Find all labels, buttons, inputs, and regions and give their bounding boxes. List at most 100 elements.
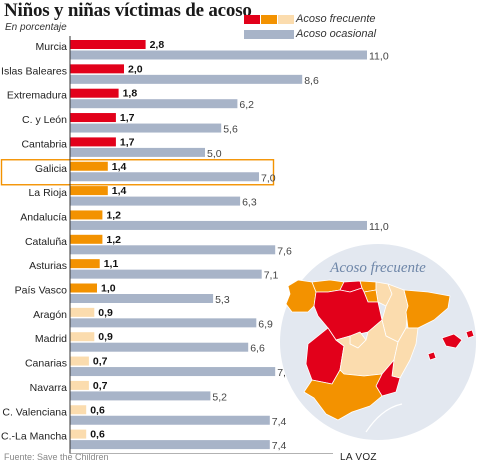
highlight-box [0,159,275,186]
bar-acoso-frecuente [70,88,119,98]
value-label-acoso-frecuente: 1,8 [123,88,138,100]
value-label-acoso-ocasional: 7,6 [277,245,292,257]
bar-acoso-ocasional [70,318,257,328]
chart-subtitle: En porcentaje [5,22,67,33]
bar-acoso-ocasional [70,367,276,377]
value-label-acoso-frecuente: 0,6 [90,404,105,416]
bar-acoso-frecuente [70,380,89,390]
bar-acoso-ocasional [70,269,262,279]
brand-label: LA VOZ [340,452,377,463]
category-label: Madrid [35,333,67,345]
category-label: Extremadura [7,90,67,102]
legend-swatch-ocasional [244,30,294,39]
region-baleares-menorca [465,329,475,339]
value-label-acoso-ocasional: 5,6 [223,124,238,136]
value-label-acoso-frecuente: 2,0 [128,63,143,75]
legend-swatch-frecuente-high [244,15,260,24]
bar-acoso-frecuente [70,332,95,342]
bar-acoso-ocasional [70,391,211,401]
category-label: C.-La Mancha [1,431,67,443]
category-label: Islas Baleares [1,65,67,77]
value-label-acoso-frecuente: 0,7 [93,356,108,368]
region-cataluna [403,289,451,329]
value-label-acoso-ocasional: 7,4 [272,440,287,452]
value-label-acoso-ocasional: 6,6 [250,343,265,355]
value-label-acoso-frecuente: 1,4 [112,161,127,173]
bar-acoso-ocasional [70,123,222,133]
category-label: Cantabria [21,138,67,150]
legend-swatch-frecuente-low [278,15,294,24]
value-label-acoso-ocasional: 8,6 [304,75,319,87]
bar-acoso-frecuente [70,234,103,244]
bar-acoso-ocasional [70,172,259,182]
category-label: Aragón [33,309,67,321]
region-baleares-ibiza [427,351,437,361]
category-label: C. Valenciana [2,406,67,418]
source-note: Fuente: Save the Children [4,452,109,462]
bar-acoso-ocasional [70,245,276,255]
bar-acoso-ocasional [70,99,238,109]
value-label-acoso-ocasional: 7,1 [264,270,279,282]
category-label: Canarias [25,358,67,370]
value-label-acoso-frecuente: 1,0 [101,283,116,295]
bar-acoso-frecuente [70,259,100,269]
bar-acoso-frecuente [70,210,103,220]
bar-acoso-ocasional [70,294,214,303]
value-label-acoso-ocasional: 5,0 [207,148,222,160]
bar-acoso-frecuente [70,283,97,293]
value-label-acoso-frecuente: 1,7 [120,112,135,124]
value-label-acoso-ocasional: 7,0 [261,172,276,184]
map-decorative-curve [365,403,403,433]
category-label: País Vasco [15,285,67,297]
region-galicia [285,279,317,313]
spain-map: Acoso frecuente [280,244,476,440]
bar-acoso-frecuente [70,64,124,74]
category-label: Cataluña [25,236,67,248]
value-label-acoso-frecuente: 1,1 [104,258,119,270]
chart-title: Niños y niñas víctimas de acoso [4,0,252,21]
value-label-acoso-frecuente: 0,6 [90,429,105,441]
value-label-acoso-ocasional: 5,2 [212,391,227,403]
value-label-acoso-ocasional: 5,3 [215,294,230,306]
value-label-acoso-frecuente: 0,9 [98,331,113,343]
bar-acoso-frecuente [70,186,108,196]
bar-acoso-ocasional [70,440,270,450]
legend-swatch-frecuente-mid [261,15,277,24]
bar-acoso-ocasional [70,147,205,157]
value-label-acoso-frecuente: 1,2 [106,234,121,246]
legend-label-frecuente: Acoso frecuente [296,13,376,25]
bar-acoso-frecuente [70,137,116,147]
value-label-acoso-ocasional: 6,9 [258,318,273,330]
value-label-acoso-frecuente: 1,7 [120,136,135,148]
region-andalucia [303,369,383,421]
value-label-acoso-ocasional: 6,3 [242,197,257,209]
bar-acoso-ocasional [70,415,270,425]
value-label-acoso-frecuente: 0,7 [93,380,108,392]
map-title: Acoso frecuente [329,260,426,276]
category-label: Andalucía [20,211,67,223]
bar-acoso-frecuente [70,356,89,366]
bar-acoso-frecuente [70,429,87,439]
bar-acoso-frecuente [70,113,116,123]
region-baleares-mallorca [441,333,463,349]
category-label: Galicia [35,163,67,175]
bar-acoso-ocasional [70,196,241,206]
category-label: Navarra [30,382,68,394]
bar-acoso-frecuente [70,40,146,49]
bar-acoso-ocasional [70,74,303,84]
bar-acoso-ocasional [70,342,249,352]
value-label-acoso-ocasional: 7,4 [272,416,287,428]
value-label-acoso-ocasional: 11,0 [369,221,389,233]
bar-acoso-frecuente [70,307,95,317]
value-label-acoso-frecuente: 0,9 [98,307,113,319]
category-label: La Rioja [28,187,67,199]
value-label-acoso-frecuente: 1,4 [112,185,127,197]
category-label: Murcia [35,41,67,53]
legend-label-ocasional: Acoso ocasional [296,28,377,40]
value-label-acoso-ocasional: 6,2 [239,99,254,111]
bar-acoso-frecuente [70,405,87,415]
category-label: Asturias [29,260,67,272]
bar-acoso-frecuente [70,161,108,171]
value-label-acoso-frecuente: 1,2 [106,209,121,221]
